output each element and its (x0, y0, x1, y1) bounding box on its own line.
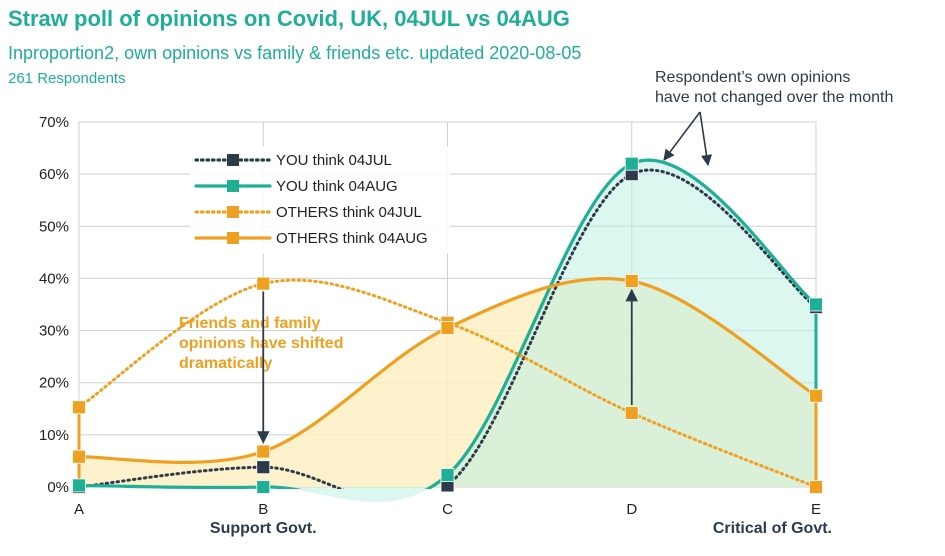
x-tick-label: A (74, 501, 84, 518)
y-tick-label: 20% (39, 375, 69, 392)
y-tick-label: 10% (39, 427, 69, 444)
series-2-point-D (624, 406, 639, 420)
legend-swatch-marker-0 (227, 154, 239, 166)
series-1-point-B (256, 480, 271, 494)
legend-entry-3: OTHERS think 04AUG (276, 230, 428, 247)
y-tick-label: 0% (47, 479, 69, 496)
series-1-point-A (72, 478, 86, 493)
series-3-point-E (809, 388, 823, 403)
y-tick-label: 30% (39, 323, 69, 340)
own-opinion-arrow-2 (699, 111, 713, 167)
series-line-1 (77, 158, 818, 489)
series-1-point-E (809, 297, 823, 312)
series-3-point-B (256, 444, 271, 459)
x-tick-label: E (811, 501, 821, 518)
axes: 0% 10% 20% 30% 40% 50% 60% 70% A B C D E Support Govt… (39, 114, 832, 537)
series-0-point-B (256, 460, 271, 475)
legend-swatch-marker-3 (227, 232, 239, 244)
series-markers (72, 156, 823, 494)
chart-subtitle: Inproportion2, own opinions vs family & … (8, 43, 582, 63)
legend: YOU think 04JUL YOU think 04AUG OTHERS thi… (190, 146, 450, 254)
series-2-point-B (256, 276, 271, 291)
respondent-count: 261 Respondents (8, 70, 126, 87)
critical-govt-label: Critical of Govt. (713, 520, 832, 537)
series-2-point-E (809, 480, 823, 494)
y-tick-label: 60% (39, 166, 69, 183)
annotations: Respondent’s own opinions have not change… (179, 69, 893, 444)
x-tick-label: B (258, 501, 268, 518)
series-2-point-A (72, 400, 86, 415)
y-tick-label: 70% (39, 114, 69, 131)
legend-swatch-marker-2 (227, 206, 239, 218)
chart-title: Straw poll of opinions on Covid, UK, 04J… (8, 6, 570, 31)
legend-entry-0: YOU think 04JUL (276, 152, 392, 169)
series-3-point-D (624, 274, 639, 288)
own-opinion-arrow-1 (663, 111, 701, 161)
legend-swatch-marker-1 (227, 180, 239, 192)
friends-annotation-line-0: Friends and family (179, 315, 320, 332)
x-tick-label: D (626, 501, 637, 518)
legend-entry-2: OTHERS think 04JUL (276, 204, 422, 221)
x-tick-label: C (442, 501, 453, 518)
series-line-0 (77, 168, 818, 489)
series-1-point-D (624, 156, 639, 171)
own-opinion-annotation-line-0: Respondent’s own opinions (655, 69, 850, 86)
series-1-point-C (440, 468, 455, 482)
friends-annotation-line-1: opinions have shifted (179, 335, 343, 352)
own-opinion-annotation-line-1: have not changed over the month (655, 89, 893, 106)
friends-annotation-line-2: dramatically (179, 355, 272, 372)
series-3-point-C (440, 321, 455, 335)
series-3-point-A (72, 449, 86, 464)
y-tick-label: 40% (39, 270, 69, 287)
support-govt-label: Support Govt. (210, 520, 317, 537)
y-tick-label: 50% (39, 218, 69, 235)
legend-entry-1: YOU think 04AUG (276, 178, 398, 195)
